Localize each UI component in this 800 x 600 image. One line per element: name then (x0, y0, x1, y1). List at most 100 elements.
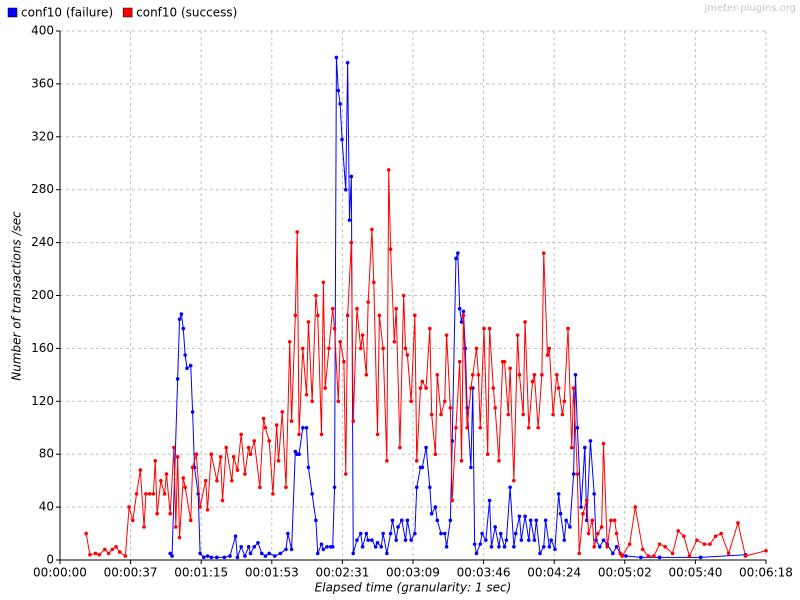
data-point (267, 551, 271, 556)
data-point (243, 554, 247, 558)
data-point (620, 554, 624, 558)
data-point (577, 551, 582, 556)
data-point (428, 485, 432, 490)
data-point (351, 551, 356, 556)
data-point (190, 410, 195, 414)
data-point (315, 551, 320, 556)
data-point (726, 551, 731, 556)
data-point (515, 333, 520, 337)
x-tick-label: 00:06:18 (739, 566, 793, 580)
y-tick-label: 0 (46, 553, 54, 567)
y-tick-label: 400 (31, 24, 54, 38)
data-point (390, 518, 395, 523)
data-point (256, 541, 260, 545)
data-point (403, 538, 408, 542)
data-point (444, 544, 449, 549)
data-point (215, 478, 219, 483)
data-point (538, 551, 542, 556)
data-point (252, 544, 257, 549)
data-point (657, 555, 662, 560)
data-point (231, 455, 236, 459)
data-point (586, 531, 591, 536)
data-point (375, 541, 380, 545)
data-point (327, 346, 331, 351)
data-point (183, 353, 187, 357)
data-point (517, 514, 522, 519)
data-point (541, 251, 546, 255)
y-axis-label: Number of transactions /sec (10, 211, 24, 381)
data-point (366, 538, 370, 542)
data-point (652, 554, 656, 558)
data-point (203, 478, 208, 483)
data-point (592, 544, 596, 549)
data-point (551, 412, 555, 417)
y-tick-label: 120 (31, 394, 54, 408)
data-point (506, 412, 511, 417)
data-point (162, 492, 167, 496)
data-point (293, 449, 298, 454)
x-tick-label: 00:03:09 (386, 566, 440, 580)
data-point (370, 538, 374, 542)
data-point (263, 554, 268, 558)
data-point (220, 498, 225, 503)
x-tick-label: 00:01:53 (245, 566, 299, 580)
data-point (428, 326, 432, 331)
data-point (592, 492, 596, 496)
data-point (179, 312, 184, 316)
data-point (512, 478, 516, 483)
data-point (366, 300, 370, 304)
data-point (403, 346, 408, 351)
data-point (370, 227, 374, 232)
data-point (523, 320, 527, 324)
data-point (293, 313, 298, 318)
data-point (343, 472, 348, 476)
data-point (144, 492, 148, 496)
data-point (541, 544, 546, 549)
data-point (413, 531, 417, 536)
data-point (138, 468, 143, 472)
data-point (508, 366, 512, 371)
data-point (583, 445, 587, 450)
data-point (355, 538, 359, 542)
data-point (528, 518, 533, 523)
data-point (633, 505, 638, 509)
data-point (97, 552, 102, 557)
data-point (358, 531, 363, 536)
data-point (566, 326, 570, 331)
data-point (581, 511, 585, 516)
data-point (103, 547, 107, 552)
data-point (478, 542, 483, 546)
data-point (110, 547, 115, 552)
data-point (168, 551, 172, 556)
x-axis-label: Elapsed time (granularity: 1 sec) (315, 581, 512, 595)
data-point (584, 498, 589, 503)
data-point (379, 544, 384, 549)
data-point (274, 423, 279, 427)
data-point (314, 518, 318, 523)
data-point (349, 174, 354, 179)
data-point (670, 551, 675, 556)
data-point (442, 531, 447, 536)
data-point (360, 544, 365, 549)
data-point (469, 465, 473, 470)
data-point (409, 538, 413, 542)
y-tick-label: 160 (31, 341, 54, 355)
data-point (523, 514, 527, 519)
data-point (332, 326, 337, 331)
data-point (155, 511, 159, 516)
data-point (230, 478, 234, 483)
data-point (457, 306, 462, 311)
data-point (304, 392, 309, 397)
data-point (439, 531, 443, 536)
data-point (713, 534, 718, 538)
data-point (385, 551, 389, 556)
data-point (543, 518, 548, 523)
data-point (235, 555, 240, 560)
data-point (209, 555, 214, 560)
data-point (297, 432, 301, 437)
data-point (497, 544, 501, 549)
data-point (364, 531, 369, 536)
data-point (470, 373, 475, 377)
data-point (719, 531, 723, 536)
